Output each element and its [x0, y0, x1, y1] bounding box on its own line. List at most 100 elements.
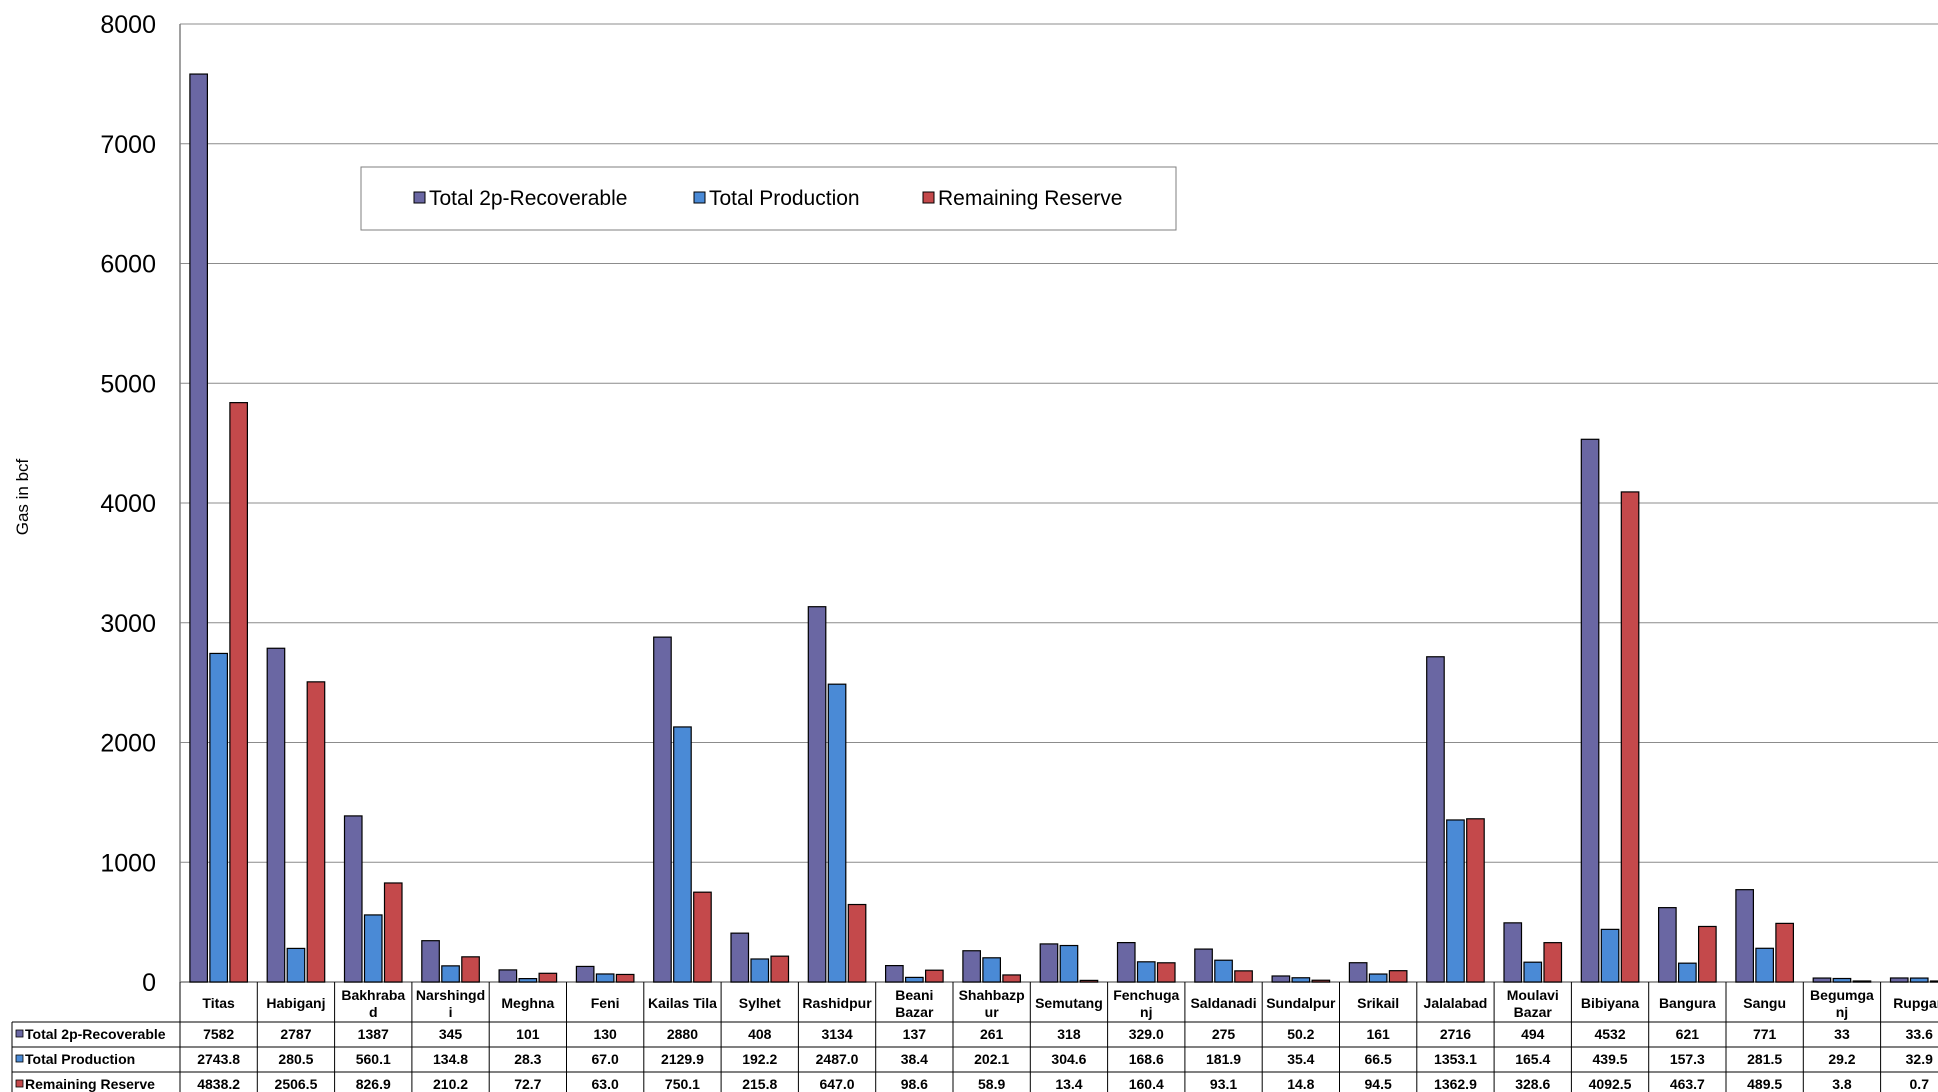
- table-value: 281.5: [1747, 1051, 1782, 1067]
- bar: [1156, 962, 1176, 983]
- bar: [1620, 491, 1640, 983]
- table-value: 2716: [1440, 1026, 1471, 1042]
- table-value: 101: [516, 1026, 540, 1042]
- y-tick-label: 1000: [100, 849, 156, 877]
- legend: Total 2p-Recoverable Total Production Rema…: [360, 166, 1177, 231]
- category-label: Beani Bazar: [895, 987, 934, 1020]
- table-value: 2880: [667, 1026, 698, 1042]
- bar: [421, 940, 440, 983]
- category-label: Fenchuga nj: [1113, 987, 1179, 1020]
- legend-label: Total 2p-Recoverable: [429, 187, 627, 210]
- table-value: 137: [903, 1026, 927, 1042]
- table-value: 328.6: [1515, 1076, 1550, 1092]
- table-value: 1387: [358, 1026, 389, 1042]
- category-label: Kailas Tila: [648, 995, 717, 1011]
- table-value: 647.0: [820, 1076, 855, 1092]
- table-value: 134.8: [433, 1051, 468, 1067]
- table-value: 33: [1834, 1026, 1850, 1042]
- table-value: 72.7: [514, 1076, 541, 1092]
- table-value: 1362.9: [1434, 1076, 1477, 1092]
- category-label: Bibiyana: [1581, 995, 1640, 1011]
- y-tick-label: 4000: [100, 490, 156, 518]
- table-value: 2787: [280, 1026, 311, 1042]
- bar: [1039, 943, 1059, 983]
- y-axis: 0 1000 2000 3000 4000 5000 6000 7000 8000: [100, 11, 1938, 997]
- bar: [286, 947, 306, 983]
- bar: [615, 973, 635, 983]
- table-value: 408: [748, 1026, 772, 1042]
- legend-box: [360, 166, 1177, 231]
- table-value: 161: [1366, 1026, 1390, 1042]
- bar: [1600, 928, 1620, 983]
- data-table: Titas Habiganj Bakhraba d Narshingd i Meghna Fe…: [11, 982, 1938, 1092]
- table-value: 0.7: [1910, 1076, 1930, 1092]
- bar: [1059, 944, 1079, 983]
- table-value: 304.6: [1051, 1051, 1086, 1067]
- table-value: 2506.5: [275, 1076, 318, 1092]
- table-value: 168.6: [1129, 1051, 1164, 1067]
- bar: [653, 636, 672, 983]
- table-value: 157.3: [1670, 1051, 1705, 1067]
- table-value: 130: [593, 1026, 617, 1042]
- bar: [770, 955, 790, 983]
- category-label: Habiganj: [266, 995, 325, 1011]
- table-value: 318: [1057, 1026, 1081, 1042]
- bar: [1697, 925, 1717, 983]
- category-label: Saldanadi: [1190, 995, 1256, 1011]
- bar: [1368, 973, 1388, 983]
- category-label: Rashidpur: [802, 995, 872, 1011]
- table-value: 280.5: [278, 1051, 313, 1067]
- bar: [1580, 438, 1600, 983]
- category-label: Sylhet: [739, 995, 781, 1011]
- table-value: 63.0: [592, 1076, 619, 1092]
- y-tick-label: 3000: [100, 610, 156, 638]
- table-value: 94.5: [1365, 1076, 1392, 1092]
- table-value: 29.2: [1828, 1051, 1855, 1067]
- bar: [1271, 975, 1291, 983]
- table-value: 1353.1: [1434, 1051, 1477, 1067]
- bar: [904, 976, 924, 983]
- bars: [189, 73, 1938, 983]
- gridlines: [180, 23, 1938, 863]
- category-label: Rupgan: [1893, 995, 1938, 1011]
- bar: [1889, 977, 1909, 983]
- bar: [1929, 980, 1938, 983]
- bar: [209, 652, 228, 983]
- bar: [1503, 922, 1523, 983]
- category-label: Sangu: [1743, 995, 1786, 1011]
- table-value: 439.5: [1593, 1051, 1628, 1067]
- bar: [306, 681, 326, 983]
- table-value: 463.7: [1670, 1076, 1705, 1092]
- table-value: 2743.8: [197, 1051, 240, 1067]
- category-label: Bakhraba d: [341, 987, 405, 1020]
- category-label: Sundalpur: [1266, 995, 1336, 1011]
- bar: [730, 932, 750, 983]
- table-value: 329.0: [1129, 1026, 1164, 1042]
- table-legend-key: [15, 1029, 24, 1038]
- bar: [461, 956, 480, 983]
- y-tick-label: 0: [142, 969, 156, 997]
- bar: [827, 683, 847, 983]
- bar: [1446, 819, 1465, 983]
- table-value: 7582: [203, 1026, 234, 1042]
- bar: [1079, 979, 1099, 983]
- category-label: Srikail: [1357, 995, 1399, 1011]
- category-label: Narshingd i: [416, 987, 485, 1020]
- table-value: 2487.0: [816, 1051, 859, 1067]
- bar: [1234, 970, 1253, 983]
- table-value: 489.5: [1747, 1076, 1782, 1092]
- table-value: 202.1: [974, 1051, 1009, 1067]
- bar: [1426, 656, 1445, 983]
- bar: [693, 891, 712, 983]
- legend-label: Total Production: [709, 187, 860, 210]
- bar: [1136, 961, 1156, 983]
- table-value: 67.0: [592, 1051, 619, 1067]
- bar: [924, 969, 944, 983]
- bar: [266, 647, 286, 983]
- bar: [1002, 974, 1022, 983]
- table-value: 210.2: [433, 1076, 468, 1092]
- bar: [343, 815, 363, 983]
- table-value: 4838.2: [197, 1076, 240, 1092]
- table-value: 50.2: [1287, 1026, 1314, 1042]
